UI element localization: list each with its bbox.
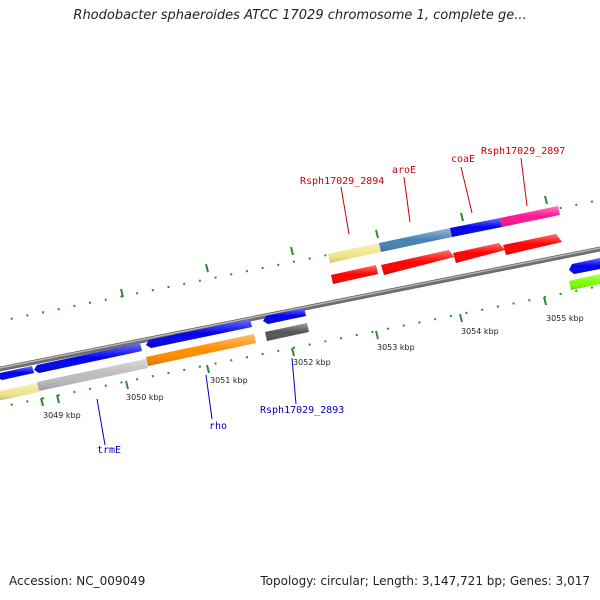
forward-label-pointers bbox=[340, 157, 528, 235]
gene-label[interactable]: aroE bbox=[392, 165, 416, 176]
major-tick bbox=[459, 313, 463, 323]
major-tick bbox=[543, 296, 547, 306]
gene-label[interactable]: Rsph17029_2893 bbox=[260, 405, 344, 416]
major-tick bbox=[120, 288, 124, 298]
feature-blue-reverse-2[interactable] bbox=[34, 343, 142, 373]
lower-tick-track bbox=[0, 285, 600, 409]
feature-gray-trmE[interactable] bbox=[37, 359, 148, 391]
major-tick bbox=[544, 195, 548, 205]
major-tick bbox=[460, 212, 464, 222]
major-tick bbox=[375, 229, 379, 239]
feature-red-cds-3[interactable] bbox=[453, 243, 505, 263]
kbp-label: 3055 kbp bbox=[546, 314, 584, 323]
forward-gene-labels: Rsph17029_2894 aroE coaE Rsph17029_2897 bbox=[300, 146, 565, 187]
kbp-label: 3053 kbp bbox=[377, 343, 415, 352]
kbp-label: 3049 kbp bbox=[43, 411, 81, 420]
major-tick bbox=[375, 330, 379, 340]
feature-blue-reverse-4[interactable] bbox=[263, 308, 306, 324]
major-ticks bbox=[40, 195, 548, 407]
feature-orange-rho[interactable] bbox=[146, 334, 256, 366]
gene-label[interactable]: rho bbox=[209, 421, 227, 432]
gene-label[interactable]: coaE bbox=[451, 154, 475, 165]
feature-steelblue-aroE[interactable] bbox=[379, 228, 452, 252]
kbp-label: 3050 kbp bbox=[126, 393, 164, 402]
reverse-label-pointers bbox=[96, 357, 297, 446]
feature-khaki-reverse[interactable] bbox=[0, 383, 39, 400]
feature-red-cds-2[interactable] bbox=[381, 250, 454, 275]
feature-darkgray-rsph17029-2893[interactable] bbox=[265, 323, 309, 341]
feature-khaki-rsph17029-2894[interactable] bbox=[328, 243, 381, 263]
major-tick bbox=[291, 347, 295, 357]
gene-label[interactable]: trmE bbox=[97, 445, 121, 456]
gene-label[interactable]: Rsph17029_2894 bbox=[300, 176, 384, 187]
feature-blue-reverse-1[interactable] bbox=[0, 366, 34, 380]
gene-label[interactable]: Rsph17029_2897 bbox=[481, 146, 565, 157]
major-tick bbox=[40, 397, 44, 407]
chromosome-backbone bbox=[0, 246, 600, 372]
accession-text: Accession: NC_009049 bbox=[9, 574, 146, 588]
major-tick bbox=[290, 246, 294, 256]
feature-blue-reverse-5[interactable] bbox=[569, 258, 600, 274]
genome-stats-text: Topology: circular; Length: 3,147,721 bp… bbox=[260, 574, 590, 588]
major-tick bbox=[56, 394, 60, 404]
major-tick bbox=[125, 380, 129, 390]
reverse-gene-labels: trmE rho Rsph17029_2893 bbox=[97, 405, 344, 456]
kbp-label: 3051 kbp bbox=[210, 376, 248, 385]
major-tick bbox=[205, 263, 209, 273]
feature-red-cds-1[interactable] bbox=[331, 265, 378, 284]
kbp-label: 3054 kbp bbox=[461, 327, 499, 336]
feature-green[interactable] bbox=[569, 274, 600, 290]
page-title: Rhodobacter sphaeroides ATCC 17029 chrom… bbox=[73, 8, 527, 23]
feature-red-cds-4[interactable] bbox=[503, 234, 562, 255]
major-tick bbox=[206, 364, 210, 374]
feature-blue-reverse-3[interactable] bbox=[146, 319, 252, 348]
kbp-label: 3052 kbp bbox=[293, 358, 331, 367]
scale-labels: 3049 kbp 3050 kbp 3051 kbp 3052 kbp 3053… bbox=[43, 314, 584, 420]
feature-blue-coaE[interactable] bbox=[450, 218, 502, 237]
feature-pink-rsph17029-2897[interactable] bbox=[500, 206, 560, 227]
